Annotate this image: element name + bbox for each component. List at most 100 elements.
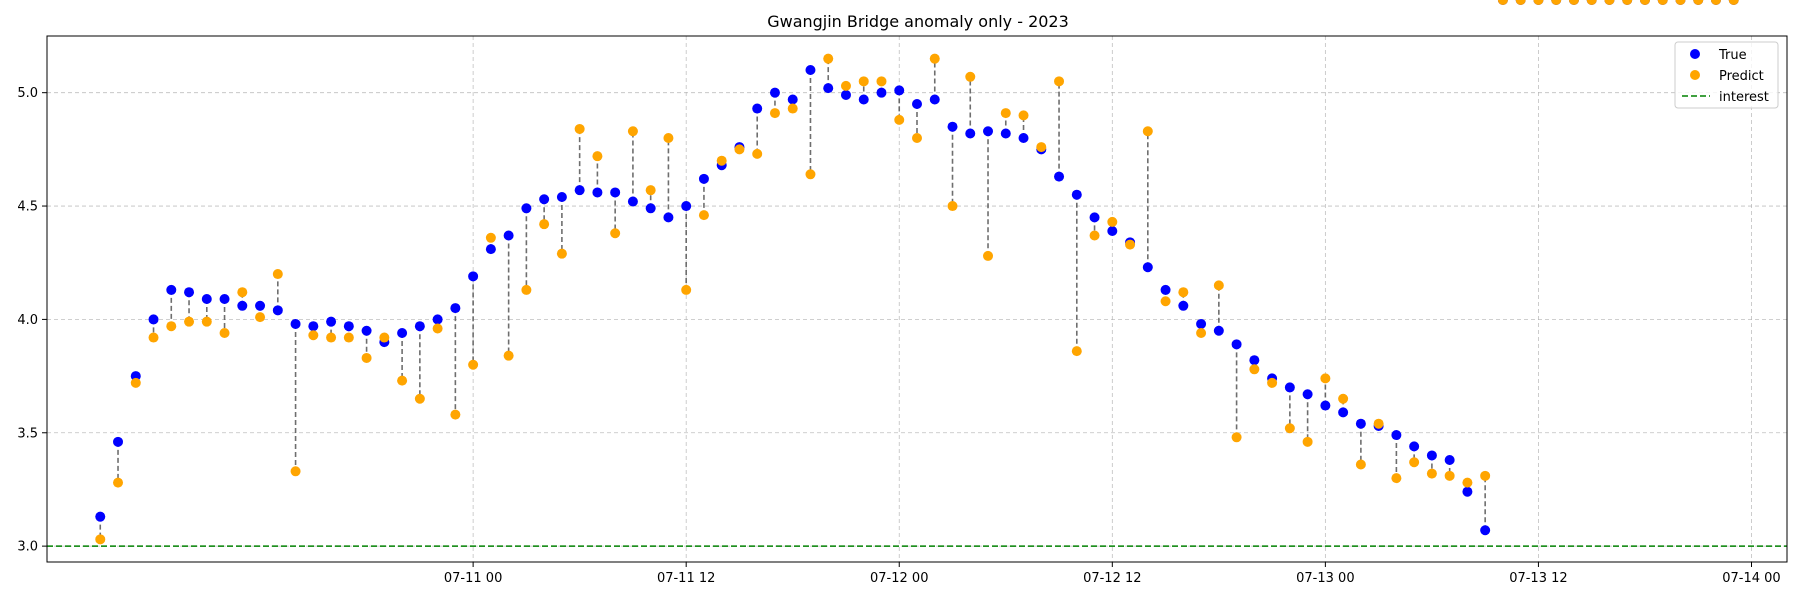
- true-point: [947, 121, 958, 132]
- y-tick-label: 3.5: [17, 426, 38, 441]
- true-point: [485, 244, 496, 255]
- true-point: [1107, 225, 1118, 236]
- predict-point: [1551, 0, 1562, 5]
- true-point: [1391, 430, 1402, 441]
- predict-point: [1054, 76, 1065, 87]
- true-point: [681, 201, 692, 212]
- true-point: [272, 305, 283, 316]
- true-point: [1071, 189, 1082, 200]
- true-point: [823, 83, 834, 94]
- predict-point: [698, 210, 709, 221]
- x-tick-label: 07-13 12: [1509, 571, 1567, 586]
- true-point: [1480, 525, 1491, 536]
- true-point: [805, 65, 816, 76]
- true-point: [787, 94, 798, 105]
- predict-point: [166, 321, 177, 332]
- plot-frame: [46, 35, 1788, 563]
- predict-point: [1604, 0, 1615, 5]
- legend-marker-true: [1690, 49, 1700, 59]
- predict-point: [1497, 0, 1508, 5]
- true-point: [912, 99, 922, 110]
- predict-point: [414, 393, 425, 404]
- true-point: [95, 511, 106, 522]
- predict-point: [1639, 0, 1650, 5]
- predict-point: [521, 284, 532, 295]
- true-point: [219, 294, 230, 304]
- true-point: [592, 187, 603, 198]
- predict-point: [1355, 459, 1366, 470]
- predict-point: [1302, 436, 1313, 447]
- x-tick-label: 07-12 12: [1083, 571, 1141, 586]
- predict-point: [592, 151, 603, 162]
- predict-point: [379, 332, 390, 343]
- predict-point: [397, 375, 408, 386]
- predict-point: [805, 169, 816, 180]
- true-point: [414, 321, 425, 332]
- true-point: [894, 85, 905, 96]
- predict-point: [983, 250, 994, 261]
- predict-point: [1462, 477, 1473, 488]
- x-tick-label: 07-13 00: [1296, 571, 1354, 586]
- true-point: [1249, 355, 1260, 366]
- legend-label-predict: Predict: [1719, 69, 1764, 84]
- predict-point: [1249, 364, 1260, 375]
- chart-title: Gwangjin Bridge anomaly only - 2023: [767, 12, 1069, 31]
- x-tick-label: 07-14 00: [1722, 571, 1780, 586]
- true-point: [201, 294, 212, 304]
- true-point: [237, 300, 248, 311]
- true-point: [1426, 450, 1437, 461]
- true-point: [1302, 389, 1313, 400]
- true-point: [539, 194, 550, 205]
- predict-point: [1000, 108, 1011, 119]
- true-point: [1142, 262, 1153, 273]
- predict-point: [734, 144, 745, 155]
- true-point: [983, 126, 994, 137]
- true-point: [1320, 400, 1331, 411]
- error-connectors: [99, 58, 1486, 540]
- true-point: [1284, 382, 1295, 393]
- predict-point: [574, 123, 585, 134]
- predict-point: [343, 332, 354, 343]
- predict-point: [450, 409, 461, 420]
- predict-point: [1622, 0, 1633, 5]
- legend-box: [1674, 41, 1779, 109]
- predict-point: [965, 71, 976, 82]
- true-point: [1089, 212, 1100, 223]
- predict-point: [1675, 0, 1686, 5]
- true-point: [1054, 171, 1065, 182]
- true-point: [503, 230, 514, 241]
- true-point: [521, 203, 532, 214]
- predict-point: [752, 148, 763, 159]
- legend-marker-predict: [1690, 70, 1700, 80]
- predict-point: [255, 312, 266, 323]
- true-point: [627, 196, 638, 207]
- predict-point: [1533, 0, 1544, 5]
- predict-point: [1409, 457, 1420, 468]
- predict-point: [1693, 0, 1704, 5]
- predict-point: [716, 155, 727, 166]
- predict-point: [947, 201, 958, 212]
- predict-point: [556, 248, 567, 259]
- true-point: [1231, 339, 1242, 350]
- true-point: [148, 314, 159, 325]
- predict-point: [1373, 418, 1384, 429]
- true-point: [1444, 454, 1455, 465]
- predict-point: [361, 352, 372, 363]
- predict-point: [290, 466, 301, 477]
- x-tick-label: 07-12 00: [870, 571, 928, 586]
- predict-point: [272, 269, 283, 280]
- true-point: [752, 103, 763, 114]
- predict-point: [876, 76, 887, 87]
- true-point: [663, 212, 674, 223]
- true-point: [450, 303, 461, 314]
- true-point: [1018, 133, 1029, 144]
- predict-point: [539, 219, 550, 230]
- predict-point: [894, 114, 905, 125]
- predict-point: [184, 316, 195, 327]
- true-point: [769, 87, 780, 98]
- true-point: [574, 185, 585, 196]
- predict-point: [237, 287, 248, 298]
- predict-point: [1018, 110, 1029, 121]
- true-point: [645, 203, 656, 214]
- true-point: [326, 316, 337, 327]
